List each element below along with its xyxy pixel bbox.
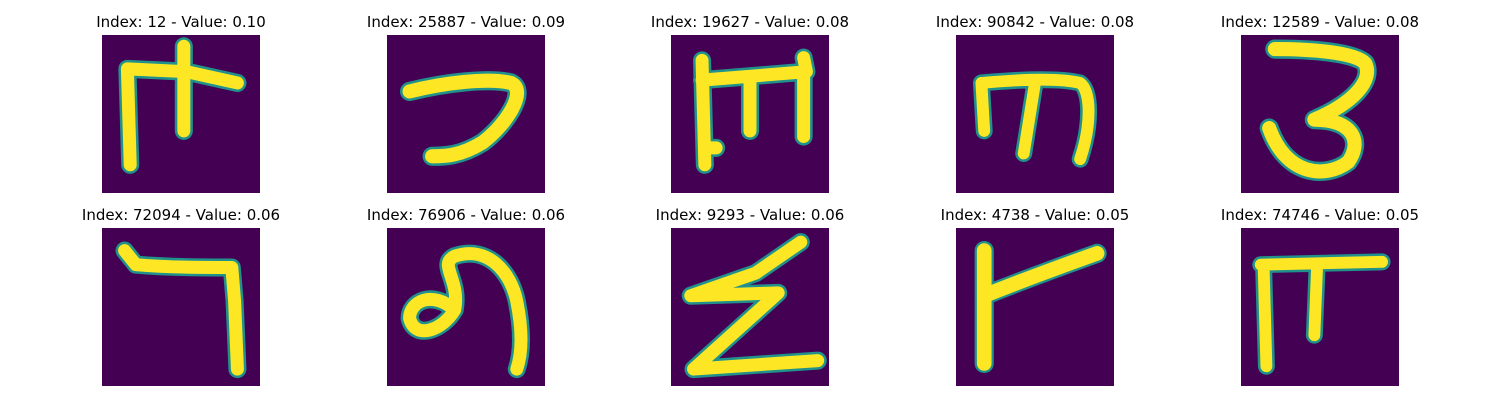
digit-image-6 — [102, 228, 260, 386]
panel-2: Index: 25887 - Value: 0.09 — [367, 13, 565, 193]
panel-5: Index: 12589 - Value: 0.08 — [1221, 13, 1419, 193]
panel-title: Index: 19627 - Value: 0.08 — [650, 13, 850, 31]
digit-image-10 — [1241, 228, 1399, 386]
panel-title: Index: 4738 - Value: 0.05 — [940, 206, 1130, 224]
panel-6: Index: 72094 - Value: 0.06 — [82, 206, 280, 386]
digit-image-5 — [1241, 35, 1399, 193]
panel-title: Index: 9293 - Value: 0.06 — [655, 206, 845, 224]
panel-title: Index: 74746 - Value: 0.05 — [1220, 206, 1420, 224]
panel-4: Index: 90842 - Value: 0.08 — [936, 13, 1134, 193]
digit-image-1 — [102, 35, 260, 193]
panel-3: Index: 19627 - Value: 0.08 — [651, 13, 849, 193]
panel-9: Index: 4738 - Value: 0.05 — [941, 206, 1129, 386]
digit-image-8 — [671, 228, 829, 386]
panel-title: Index: 76906 - Value: 0.06 — [366, 206, 566, 224]
panel-7: Index: 76906 - Value: 0.06 — [367, 206, 565, 386]
panel-1: Index: 12 - Value: 0.10 — [96, 13, 266, 193]
digit-image-3 — [671, 35, 829, 193]
panel-title: Index: 12589 - Value: 0.08 — [1220, 13, 1420, 31]
digit-image-7 — [387, 228, 545, 386]
digit-image-4 — [956, 35, 1114, 193]
panel-title: Index: 12 - Value: 0.10 — [96, 13, 266, 31]
panel-8: Index: 9293 - Value: 0.06 — [656, 206, 844, 386]
digit-image-2 — [387, 35, 545, 193]
panel-title: Index: 25887 - Value: 0.09 — [366, 13, 566, 31]
panel-title: Index: 90842 - Value: 0.08 — [935, 13, 1135, 31]
panel-title: Index: 72094 - Value: 0.06 — [81, 206, 281, 224]
digit-image-9 — [956, 228, 1114, 386]
panel-10: Index: 74746 - Value: 0.05 — [1221, 206, 1419, 386]
